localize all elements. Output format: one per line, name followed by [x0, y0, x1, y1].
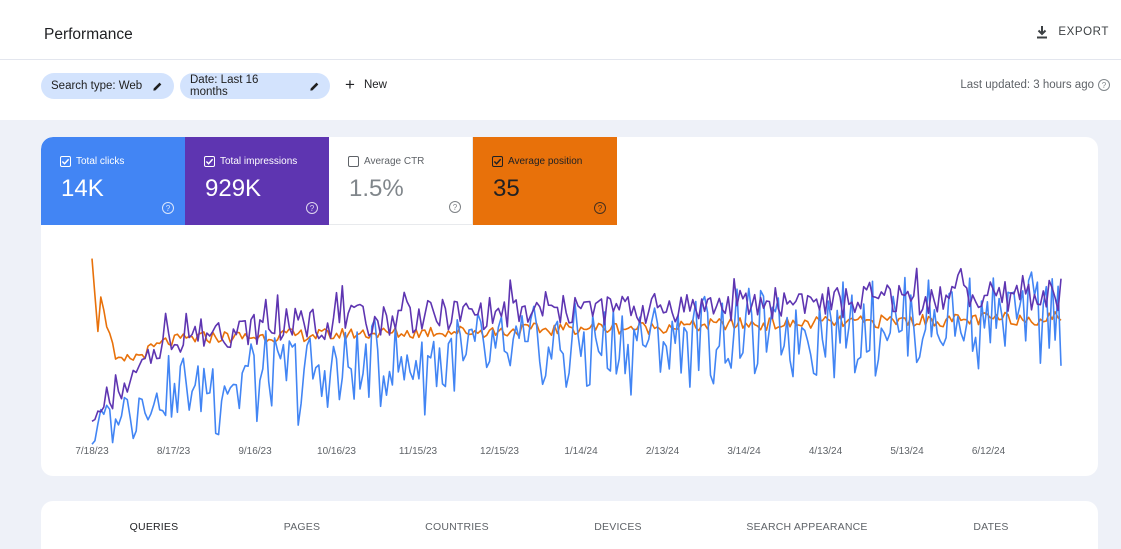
series-line-average-position — [91, 258, 1062, 362]
page-title: Performance — [44, 26, 133, 43]
x-tick-label: 1/14/24 — [564, 446, 598, 457]
metric-total-clicks[interactable]: Total clicks 14K ? — [41, 137, 185, 225]
tab-queries[interactable]: QUERIES — [129, 521, 179, 533]
performance-chart-card: Total clicks 14K ? Total impressions 929… — [41, 137, 1098, 476]
x-tick-label: 8/17/23 — [157, 446, 191, 457]
x-tick-label: 10/16/23 — [317, 446, 356, 457]
help-icon[interactable]: ? — [306, 202, 318, 214]
performance-line-chart[interactable]: 7/18/23 8/17/23 9/16/23 10/16/23 11/15/23 12/… — [41, 225, 1098, 476]
metric-average-ctr[interactable]: Average CTR 1.5% ? — [329, 137, 473, 225]
x-tick-label: 2/13/24 — [646, 446, 680, 457]
help-icon[interactable]: ? — [162, 202, 174, 214]
x-tick-label: 6/12/24 — [972, 446, 1006, 457]
export-button[interactable]: EXPORT — [1034, 24, 1109, 40]
series-line-total-impressions — [91, 267, 1062, 422]
last-updated-text: Last updated: 3 hours ago — [960, 79, 1094, 91]
metric-label: Total impressions — [220, 156, 298, 167]
x-tick-label: 5/13/24 — [890, 446, 924, 457]
series-line-total-clicks — [91, 271, 1062, 445]
dimension-tabs: QUERIES PAGES COUNTRIES DEVICES SEARCH A… — [41, 501, 1098, 549]
checkbox-unchecked-icon[interactable] — [348, 156, 359, 167]
last-updated: Last updated: 3 hours ago ? — [960, 79, 1110, 91]
metric-label: Average CTR — [364, 156, 425, 167]
metric-value: 35 — [493, 175, 520, 202]
x-tick-label: 9/16/23 — [238, 446, 272, 457]
date-chip-label: Date: Last 16 months — [190, 74, 259, 98]
x-tick-label: 4/13/24 — [809, 446, 843, 457]
x-tick-label: 12/15/23 — [480, 446, 519, 457]
tab-pages[interactable]: PAGES — [283, 521, 321, 533]
search-type-chip-label: Search type: Web — [51, 80, 143, 92]
new-filter-label: New — [363, 79, 387, 91]
tab-search-appearance[interactable]: SEARCH APPEARANCE — [746, 521, 868, 533]
metric-total-impressions[interactable]: Total impressions 929K ? — [185, 137, 329, 225]
plus-icon: + — [345, 75, 355, 94]
edit-icon — [153, 82, 162, 91]
tab-dates[interactable]: DATES — [973, 521, 1009, 533]
checkbox-checked-icon[interactable] — [60, 156, 71, 167]
metric-value: 1.5% — [349, 175, 404, 202]
checkbox-checked-icon[interactable] — [492, 156, 503, 167]
x-tick-label: 11/15/23 — [399, 446, 438, 457]
x-tick-label: 7/18/23 — [75, 446, 109, 457]
tab-countries[interactable]: COUNTRIES — [425, 521, 489, 533]
filter-bar: Search type: Web Date: Last 16 months + … — [0, 60, 1121, 120]
x-tick-label: 3/14/24 — [727, 446, 761, 457]
export-label: EXPORT — [1058, 26, 1109, 38]
edit-icon — [310, 82, 319, 91]
search-type-chip[interactable]: Search type: Web — [41, 73, 174, 99]
metric-average-position[interactable]: Average position 35 ? — [473, 137, 617, 225]
date-chip[interactable]: Date: Last 16 months — [180, 73, 330, 99]
download-icon — [1037, 26, 1048, 39]
checkbox-checked-icon[interactable] — [204, 156, 215, 167]
help-icon[interactable]: ? — [1098, 79, 1110, 91]
new-filter-button[interactable]: + New — [345, 75, 387, 94]
metric-value: 929K — [205, 175, 262, 202]
page-header: Performance EXPORT — [0, 0, 1121, 60]
help-icon[interactable]: ? — [449, 201, 461, 213]
metric-label: Average position — [508, 156, 583, 167]
help-icon[interactable]: ? — [594, 202, 606, 214]
tab-devices[interactable]: DEVICES — [594, 521, 642, 533]
metric-value: 14K — [61, 175, 104, 202]
metric-label: Total clicks — [76, 156, 125, 167]
